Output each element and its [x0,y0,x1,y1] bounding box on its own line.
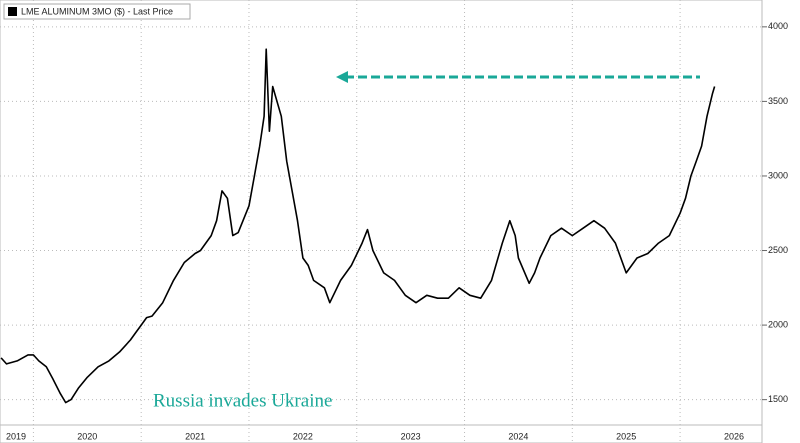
y-tick-label: 1500 [768,394,788,404]
x-tick-label: 2026 [724,431,744,441]
y-tick-label: 2500 [768,245,788,255]
x-tick-label: 2023 [401,431,421,441]
grid [0,0,762,443]
x-axis-band [0,424,763,443]
arrow-head [336,71,348,83]
y-tick-label: 3500 [768,96,788,106]
y-tick-label: 2000 [768,319,788,329]
x-tick-label: 2022 [293,431,313,441]
price-line [0,48,716,404]
legend-label: LME ALUMINUM 3MO ($) - Last Price [21,6,173,16]
x-tick-label: 2021 [185,431,205,441]
legend-box [3,3,191,20]
legend-swatch [8,7,17,16]
x-tick-label: 2019 [6,431,26,441]
x-tick-label: 2024 [508,431,528,441]
x-tick-label: 2025 [616,431,636,441]
lines [0,48,716,404]
x-tick-label: 2020 [77,431,97,441]
plot-frame [0,0,763,426]
annotation: Russia invades Ukraine [153,390,332,411]
y-tick-label: 4000 [768,21,788,31]
y-tick-label: 3000 [768,170,788,180]
